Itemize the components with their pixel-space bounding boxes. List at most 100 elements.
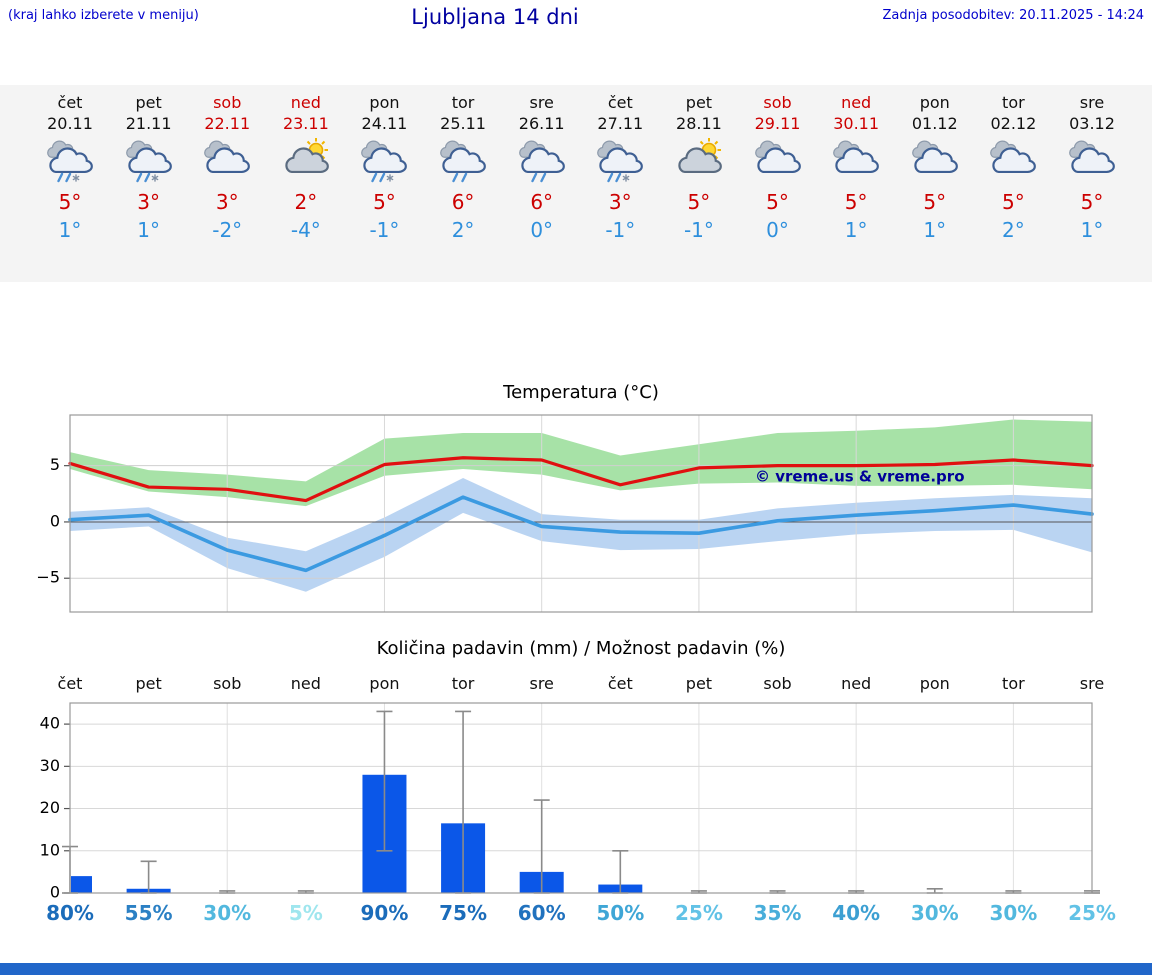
day-name: sre (529, 93, 554, 112)
day-date: 24.11 (361, 114, 408, 133)
forecast-day-column: sob 29.11 5° 0° (738, 92, 817, 244)
day-date: 26.11 (518, 114, 565, 133)
cloudy-icon (1064, 138, 1120, 186)
rain-icon (514, 138, 570, 186)
day-date: 30.11 (833, 114, 880, 133)
sleet-icon (121, 138, 177, 186)
low-temp: 1° (844, 218, 868, 242)
high-temp: 5° (1080, 190, 1104, 214)
precip-probability-row: 80% 55% 30% 5% 90% 75% 60% 50% 25% 35% 40% 30% 30% 25… (0, 901, 1152, 929)
day-date: 22.11 (204, 114, 251, 133)
day-name: ned (841, 93, 872, 112)
precip-ytick-label: 40 (40, 714, 60, 733)
forecast-strip: čet 20.11 5° 1° pet 21.11 3° 1° sob 22.11 3° -2° ned… (0, 85, 1152, 282)
precip-ytick-label: 10 (40, 840, 60, 859)
rain-icon (435, 138, 491, 186)
high-temp: 3° (137, 190, 160, 214)
menu-hint-note: (kraj lahko izberete v meniju) (8, 8, 199, 23)
low-temp: 2° (1002, 218, 1025, 242)
precip-probability-label: 60% (517, 901, 566, 925)
precip-probability-label: 25% (674, 901, 723, 925)
forecast-day-column: pon 01.12 5° 1° (895, 92, 974, 244)
low-temp: 2° (451, 218, 475, 242)
cloudy-icon (750, 138, 806, 186)
high-temp: 2° (294, 190, 318, 214)
precip-day-label: ned (290, 674, 321, 693)
day-date: 23.11 (282, 114, 329, 133)
forecast-day-column: sre 26.11 6° 0° (502, 92, 581, 244)
day-name: sob (763, 93, 792, 112)
precip-day-label: pet (685, 674, 713, 693)
high-temp: 5° (844, 190, 868, 214)
footer-bar (0, 963, 1152, 975)
precip-bar (71, 876, 92, 893)
forecast-day-column: čet 20.11 5° 1° (31, 92, 110, 244)
precip-probability-label: 30% (989, 901, 1038, 925)
low-temp: -1° (605, 218, 636, 242)
low-temp: 1° (1080, 218, 1104, 242)
day-date: 20.11 (47, 114, 93, 133)
forecast-day-column: tor 25.11 6° 2° (424, 92, 503, 244)
temperature-chart-title: Temperatura (°C) (503, 382, 659, 403)
precip-day-label: sob (213, 674, 242, 693)
temp-ytick-label: 5 (50, 455, 60, 474)
cloudy-icon (907, 138, 963, 186)
forecast-day-column: pet 21.11 3° 1° (109, 92, 188, 244)
day-date: 25.11 (440, 114, 486, 133)
forecast-day-column: sob 22.11 3° -2° (188, 92, 267, 244)
high-temp: 5° (923, 190, 947, 214)
high-temp: 5° (58, 190, 82, 214)
forecast-day-column: ned 30.11 5° 1° (817, 92, 896, 244)
day-name: pon (369, 93, 400, 112)
low-temp: 0° (766, 218, 789, 242)
precip-day-label: tor (451, 674, 475, 693)
day-name: pon (919, 93, 950, 112)
high-temp: 5° (687, 190, 711, 214)
day-name: sre (1079, 93, 1105, 112)
day-date: 02.12 (990, 114, 1037, 133)
precip-ytick-label: 0 (50, 883, 60, 901)
precip-day-label: sob (763, 674, 792, 693)
precip-day-label: sre (1079, 674, 1105, 693)
last-update-text: Zadnja posodobitev: 20.11.2025 - 14:24 (882, 8, 1144, 23)
forecast-day-column: sre 03.12 5° 1° (1053, 92, 1132, 244)
precip-ytick-label: 30 (40, 756, 60, 775)
precip-day-label: čet (607, 674, 633, 693)
day-date: 29.11 (754, 114, 801, 133)
precip-probability-label: 5% (288, 901, 323, 925)
temp-ytick-label: 0 (50, 511, 60, 530)
cloudy-icon (199, 138, 255, 186)
day-date: 28.11 (676, 114, 722, 133)
precipitation-chart: 0 10 20 30 40 (40, 702, 1100, 901)
forecast-day-column: ned 23.11 2° -4° (266, 92, 345, 244)
day-name: tor (451, 93, 475, 112)
high-temp: 6° (530, 190, 554, 214)
day-name: čet (607, 93, 633, 112)
day-date: 01.12 (911, 114, 958, 133)
forecast-day-column: tor 02.12 5° 2° (974, 92, 1053, 244)
precip-day-label: ned (841, 674, 872, 693)
high-temp: 6° (451, 190, 475, 214)
precip-day-label: pet (135, 674, 162, 693)
low-temp: 1° (137, 218, 160, 242)
sleet-icon (592, 138, 648, 186)
sleet-icon (356, 138, 412, 186)
cloudy-icon (828, 138, 884, 186)
low-temp: 1° (923, 218, 947, 242)
precip-day-axis-labels: čet pet sob ned pon tor sre čet pet sob ned pon tor s… (0, 674, 1152, 696)
temp-ytick-label: −5 (36, 568, 60, 587)
watermark-link[interactable]: © vreme.us & vreme.pro (755, 467, 965, 485)
precip-day-label: čet (57, 674, 83, 693)
high-temp: 3° (608, 190, 632, 214)
precip-day-label: pon (369, 674, 400, 693)
precip-day-label: pon (919, 674, 950, 693)
precip-probability-label: 30% (203, 901, 252, 925)
precip-probability-label: 40% (832, 901, 881, 925)
page-title: Ljubljana 14 dni (411, 5, 579, 29)
day-name: pet (135, 93, 162, 112)
high-temp: 3° (215, 190, 239, 214)
low-temp: -1° (683, 218, 714, 242)
low-temp: 1° (58, 218, 82, 242)
day-name: ned (290, 93, 321, 112)
